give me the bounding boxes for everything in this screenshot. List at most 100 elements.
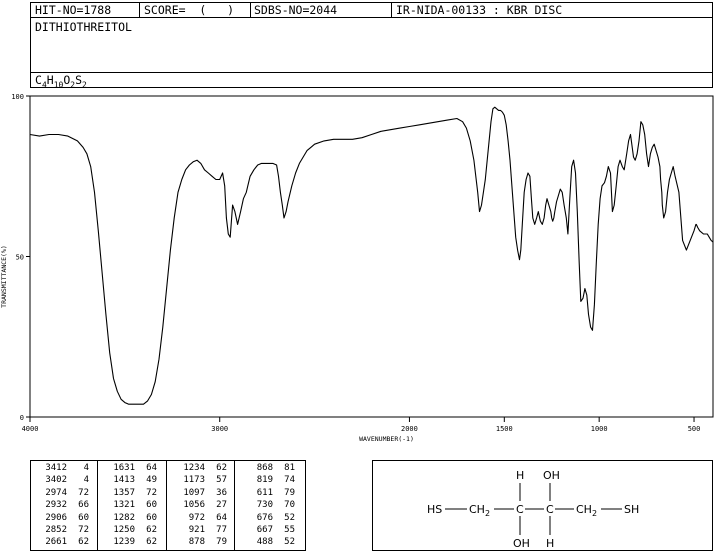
peak-transmittance: 52 <box>284 512 295 523</box>
peak-transmittance: 62 <box>146 525 157 536</box>
peak-transmittance: 62 <box>216 463 227 473</box>
peak-row: 868 81 <box>241 462 295 474</box>
peak-row: 1097 36 <box>173 487 227 499</box>
formula-row: C4H10O2S2 <box>30 72 713 89</box>
peak-wavenumber: 1250 <box>113 525 135 536</box>
methylene-right: CH2 <box>576 503 597 518</box>
peak-wavenumber: 1321 <box>113 500 135 511</box>
peak-row: 878 79 <box>173 536 227 548</box>
peak-transmittance: 4 <box>83 475 89 486</box>
peak-row: 1234 62 <box>173 462 227 474</box>
spectrum-line <box>29 106 714 405</box>
x-tick-label: 500 <box>688 425 701 433</box>
peak-wavenumber: 2852 <box>45 525 67 536</box>
methylene-left: CH2 <box>469 503 490 518</box>
spectrum-header: HIT-NO=1788 SCORE= ( ) SDBS-NO=2044 IR-N… <box>30 2 713 89</box>
peak-table: 3412 4 3402 4 2974 72 2932 66 2906 60 2852 72 2661 62… <box>30 460 306 551</box>
peak-transmittance: 36 <box>216 487 227 498</box>
peak-wavenumber: 819 <box>256 475 273 486</box>
peak-transmittance: 77 <box>216 525 227 536</box>
peak-wavenumber: 730 <box>256 500 273 511</box>
peak-row: 1239 62 <box>103 536 157 548</box>
peak-wavenumber: 1357 <box>113 487 135 498</box>
x-tick-label: 3000 <box>211 425 228 433</box>
peak-column: 1631 64 1413 49 1357 72 1321 60 1282 60 1250 62 1239… <box>103 462 157 549</box>
y-tick-label: 100 <box>11 93 24 101</box>
peak-column-separator <box>97 461 98 550</box>
compound-row: DITHIOTHREITOL <box>30 17 713 73</box>
peak-wavenumber: 1239 <box>113 537 135 548</box>
peak-wavenumber: 667 <box>256 525 273 536</box>
hydroxyl-bottom: OH <box>513 537 530 550</box>
peak-column: 1234 62 1173 57 1097 36 1056 27 972 64 921 77 878 79 <box>173 462 227 549</box>
peak-row: 676 52 <box>241 512 295 524</box>
peak-wavenumber: 488 <box>256 537 273 548</box>
peak-wavenumber: 2661 <box>45 537 67 548</box>
peak-transmittance: 62 <box>146 537 157 548</box>
peak-transmittance: 72 <box>78 525 89 536</box>
y-axis-label: TRANSMITTANCE(%) <box>0 245 8 308</box>
score: SCORE= ( ) <box>144 3 235 17</box>
peak-row: 3402 4 <box>35 474 89 486</box>
peak-wavenumber: 1282 <box>113 512 135 523</box>
peak-wavenumber: 972 <box>188 512 205 523</box>
peak-column-separator <box>234 461 235 550</box>
peak-wavenumber: 1631 <box>113 463 135 473</box>
peak-row: 2661 62 <box>35 536 89 548</box>
ir-spectrum-chart: 4000 3000 2000 1500 1000 500 0 50 100 WAVENUMBER(… <box>0 93 714 443</box>
peak-row: 819 74 <box>241 474 295 486</box>
thiol-right: SH <box>624 503 639 516</box>
compound-name: DITHIOTHREITOL <box>35 20 132 34</box>
peak-row: 2906 60 <box>35 512 89 524</box>
hit-number: HIT-NO=1788 <box>35 3 112 17</box>
peak-wavenumber: 921 <box>188 525 205 536</box>
peak-wavenumber: 3412 <box>45 463 67 473</box>
peak-transmittance: 55 <box>284 525 295 536</box>
x-tick-label: 1000 <box>591 425 608 433</box>
peak-wavenumber: 878 <box>188 537 205 548</box>
peak-wavenumber: 2906 <box>45 512 67 523</box>
peak-row: 2974 72 <box>35 487 89 499</box>
peak-column: 3412 4 3402 4 2974 72 2932 66 2906 60 2852 72 2661 62 <box>35 462 89 549</box>
peak-row: 1056 27 <box>173 499 227 511</box>
x-axis-label: WAVENUMBER(-1) <box>359 435 414 443</box>
peak-row: 921 77 <box>173 524 227 536</box>
peak-transmittance: 49 <box>146 475 157 486</box>
peak-wavenumber: 2932 <box>45 500 67 511</box>
peak-transmittance: 52 <box>284 537 295 548</box>
peak-wavenumber: 868 <box>256 463 273 473</box>
peak-wavenumber: 1056 <box>183 500 205 511</box>
hydroxyl-top: OH <box>543 469 560 482</box>
peak-transmittance: 79 <box>284 487 295 498</box>
y-tick-label: 50 <box>16 254 24 262</box>
peak-transmittance: 27 <box>216 500 227 511</box>
peak-row: 611 79 <box>241 487 295 499</box>
peak-transmittance: 74 <box>284 475 295 486</box>
peak-wavenumber: 1097 <box>183 487 205 498</box>
peak-row: 1282 60 <box>103 512 157 524</box>
header-info-row: HIT-NO=1788 SCORE= ( ) SDBS-NO=2044 IR-N… <box>30 2 713 18</box>
peak-row: 488 52 <box>241 536 295 548</box>
peak-transmittance: 66 <box>78 500 89 511</box>
peak-transmittance: 60 <box>146 512 157 523</box>
peak-column-separator <box>166 461 167 550</box>
peak-row: 1173 57 <box>173 474 227 486</box>
peak-wavenumber: 1173 <box>183 475 205 486</box>
structure-box: HS CH2 C C CH2 SH H OH OH H <box>372 460 713 551</box>
peak-transmittance: 72 <box>146 487 157 498</box>
peak-row: 667 55 <box>241 524 295 536</box>
thiol-left: HS <box>427 503 442 516</box>
peak-transmittance: 72 <box>78 487 89 498</box>
peak-wavenumber: 2974 <box>45 487 67 498</box>
peak-row: 1321 60 <box>103 499 157 511</box>
peak-wavenumber: 3402 <box>45 475 67 486</box>
peak-transmittance: 70 <box>284 500 295 511</box>
sdbs-number: SDBS-NO=2044 <box>254 3 338 17</box>
peak-transmittance: 4 <box>83 463 89 473</box>
x-tick-label: 2000 <box>401 425 418 433</box>
peak-row: 972 64 <box>173 512 227 524</box>
peak-transmittance: 81 <box>284 463 295 473</box>
peak-wavenumber: 611 <box>256 487 273 498</box>
peak-row: 1413 49 <box>103 474 157 486</box>
peak-transmittance: 60 <box>78 512 89 523</box>
